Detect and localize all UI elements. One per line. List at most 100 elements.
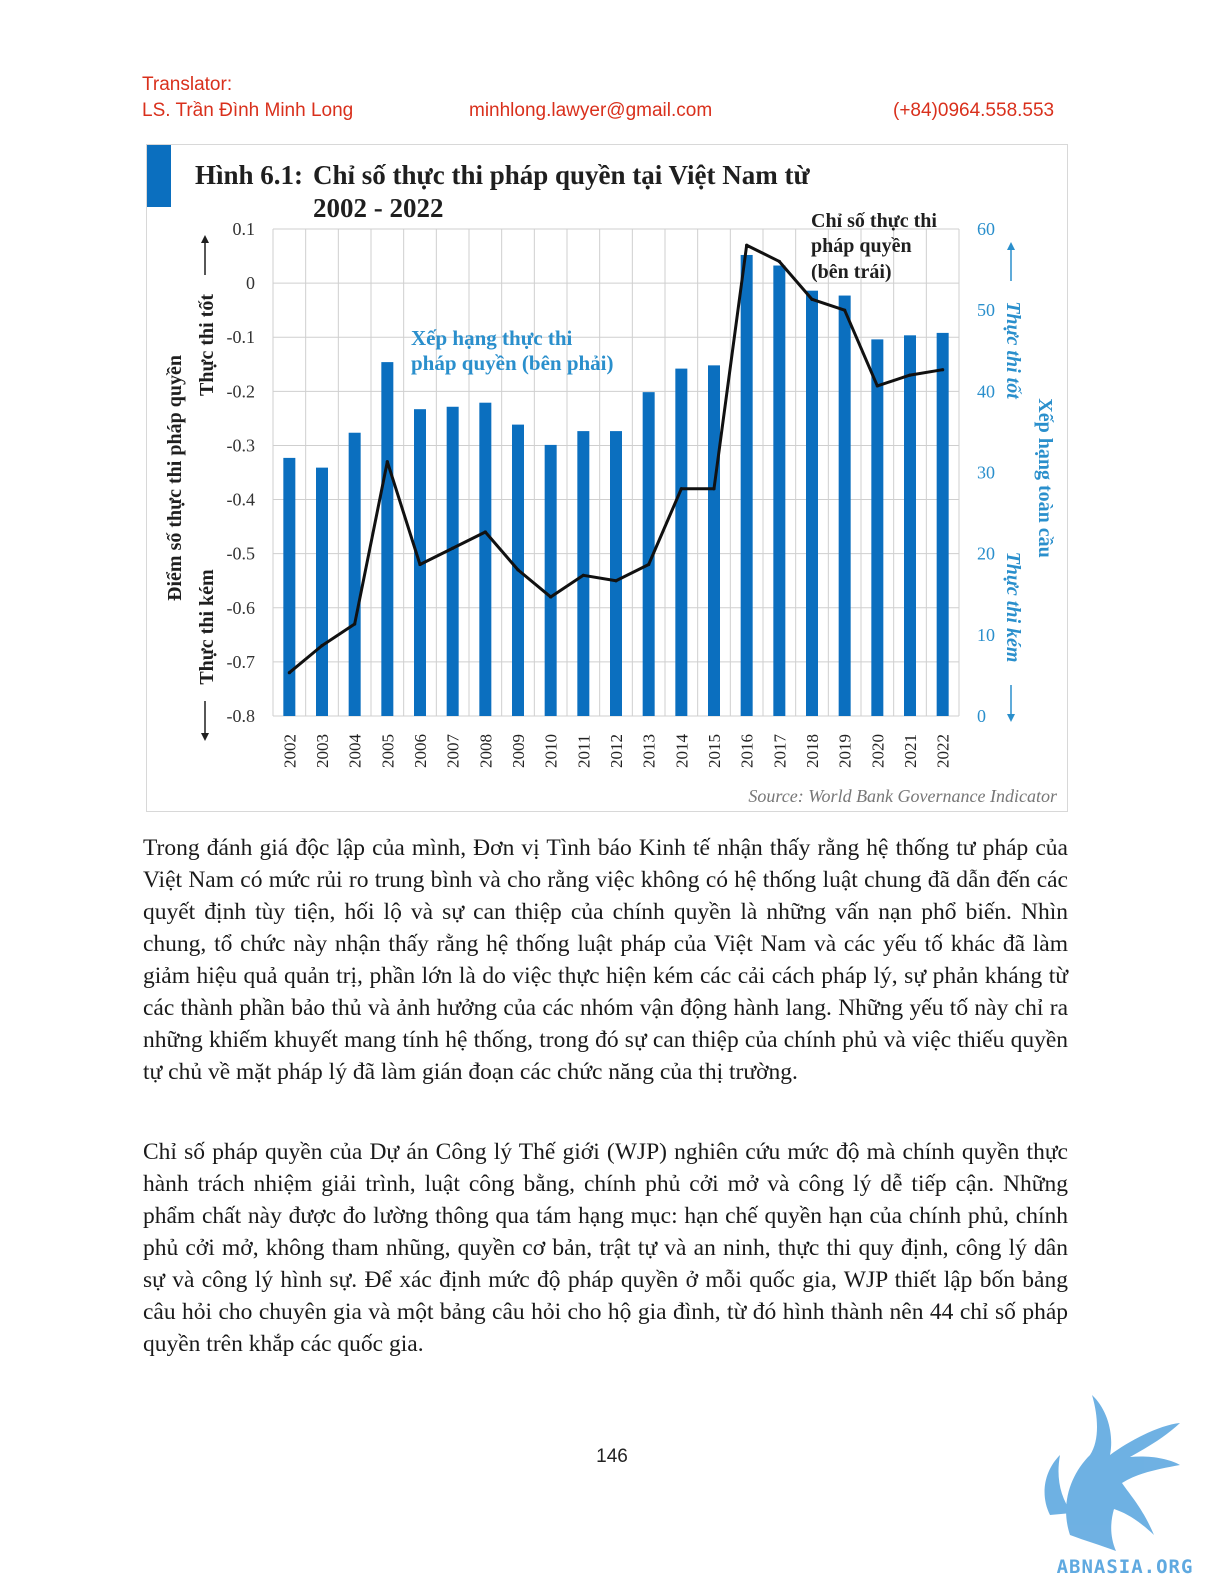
watermark-text: ABNASIA.ORG bbox=[1057, 1556, 1194, 1578]
line-point-2020 bbox=[875, 384, 879, 388]
x-tick-label: 2019 bbox=[836, 734, 855, 768]
watermark: ABNASIA.ORG bbox=[1030, 1385, 1220, 1580]
line-point-2013 bbox=[647, 562, 651, 567]
left-axis-good-label: Thực thi tốt bbox=[196, 294, 218, 396]
chart-title-line2: 2002 - 2022 bbox=[313, 193, 444, 223]
bar-2017 bbox=[773, 265, 786, 716]
chart-source: Source: World Bank Governance Indicator bbox=[748, 786, 1058, 806]
bar-2003 bbox=[316, 467, 328, 716]
left-axis-poor-label: Thực thi kém bbox=[196, 569, 218, 685]
bar-series-label-line2: pháp quyền (bên phải) bbox=[411, 351, 614, 375]
line-point-2005 bbox=[385, 460, 389, 464]
x-tick-label: 2014 bbox=[672, 734, 691, 769]
x-tick-label: 2003 bbox=[313, 734, 332, 768]
x-tick-label: 2011 bbox=[574, 735, 593, 768]
left-tick-label: -0.5 bbox=[227, 544, 256, 564]
x-tick-label: 2015 bbox=[705, 734, 724, 768]
bar-2019 bbox=[838, 295, 851, 716]
bar-2020 bbox=[871, 339, 884, 716]
x-tick-label: 2020 bbox=[868, 734, 887, 768]
paragraph-1: Trong đánh giá độc lập của mình, Đơn vị … bbox=[143, 835, 1068, 1085]
line-point-2021 bbox=[908, 373, 912, 377]
translator-email[interactable]: minhlong.lawyer@gmail.com bbox=[469, 100, 713, 121]
chart-title-prefix: Hình 6.1: bbox=[195, 160, 303, 190]
line-layer bbox=[287, 243, 945, 675]
line-point-2006 bbox=[418, 562, 422, 567]
bar-2010 bbox=[544, 444, 557, 716]
x-tick-label: 2008 bbox=[476, 734, 495, 768]
line-point-2015 bbox=[712, 487, 716, 491]
left-tick-label: -0.8 bbox=[227, 706, 256, 726]
left-tick-label: 0 bbox=[246, 273, 255, 293]
line-point-2007 bbox=[451, 546, 455, 550]
right-axis-poor-label: Thực thi kém bbox=[1002, 552, 1024, 663]
x-tick-label: 2013 bbox=[640, 734, 659, 768]
left-tick-label: 0.1 bbox=[233, 219, 256, 239]
x-tick-label: 2002 bbox=[280, 734, 299, 768]
x-tick-label: 2006 bbox=[411, 734, 430, 768]
axis-layer: 0.1 0 -0.1 -0.2 -0.3 -0.4 -0.5 -0.6 -0.7 -0.8 60 50… bbox=[227, 219, 996, 768]
right-tick-label: 30 bbox=[977, 463, 995, 483]
right-tick-label: 60 bbox=[977, 219, 995, 239]
bar-2014 bbox=[675, 368, 688, 716]
bar-2005 bbox=[381, 362, 394, 716]
line-point-2018 bbox=[810, 297, 814, 301]
x-tick-label: 2022 bbox=[934, 734, 953, 768]
line-point-2011 bbox=[581, 573, 585, 577]
paragraph-2: Chỉ số pháp quyền của Dự án Công lý Thế … bbox=[143, 1139, 1068, 1357]
right-up-arrow-icon bbox=[1007, 242, 1015, 250]
chart-title-line1: Chỉ số thực thi pháp quyền tại Việt Nam … bbox=[313, 160, 811, 190]
bar-2022 bbox=[936, 332, 949, 716]
bar-2021 bbox=[904, 335, 916, 716]
x-tick-label: 2016 bbox=[738, 734, 757, 768]
line-point-2008 bbox=[483, 530, 487, 534]
right-tick-label: 0 bbox=[977, 706, 986, 726]
left-tick-label: -0.6 bbox=[227, 598, 256, 618]
line-point-2019 bbox=[843, 308, 847, 312]
x-tick-label: 2012 bbox=[607, 734, 626, 768]
line-point-2017 bbox=[777, 259, 781, 264]
bar-2012 bbox=[610, 431, 622, 716]
translator-phone: (+84)0964.558.553 bbox=[893, 100, 1055, 121]
title-accent-bar bbox=[147, 145, 171, 207]
right-tick-label: 40 bbox=[977, 381, 995, 401]
right-axis-title: Xếp hạng toàn cầu bbox=[1034, 398, 1056, 557]
bar-2016 bbox=[740, 254, 753, 716]
line-point-2010 bbox=[549, 595, 553, 599]
x-tick-label: 2010 bbox=[542, 734, 561, 768]
line-series-label-line2: pháp quyền bbox=[811, 235, 912, 257]
line-point-2012 bbox=[614, 579, 618, 583]
line-point-2016 bbox=[745, 243, 749, 247]
right-tick-label: 50 bbox=[977, 300, 995, 320]
bar-2008 bbox=[479, 402, 492, 716]
griffin-logo-icon: ABNASIA.ORG bbox=[1044, 1395, 1194, 1578]
line-point-2022 bbox=[941, 368, 945, 372]
bar-2011 bbox=[577, 431, 590, 716]
line-series-label-line3: (bên trái) bbox=[811, 261, 892, 283]
line-point-2009 bbox=[516, 568, 520, 572]
left-axis-title: Điểm số thực thi pháp quyền bbox=[164, 355, 186, 601]
right-tick-label: 20 bbox=[977, 544, 995, 564]
translator-label: Translator: bbox=[142, 74, 233, 95]
x-tick-label: 2007 bbox=[444, 734, 463, 769]
line-point-2004 bbox=[353, 622, 357, 626]
left-tick-label: -0.4 bbox=[227, 490, 256, 510]
bar-2004 bbox=[348, 432, 361, 716]
line-series-label-line1: Chỉ số thực thi bbox=[811, 210, 937, 232]
line-point-2014 bbox=[679, 487, 683, 491]
bar-2015 bbox=[708, 365, 720, 716]
page-number: 146 bbox=[596, 1446, 628, 1467]
right-axis-good-label: Thực thi tốt bbox=[1002, 301, 1024, 400]
left-tick-label: -0.7 bbox=[227, 652, 256, 672]
bar-2013 bbox=[642, 392, 655, 716]
left-tick-label: -0.1 bbox=[227, 327, 256, 347]
x-tick-label: 2018 bbox=[803, 734, 822, 768]
left-up-arrow-icon bbox=[201, 235, 209, 243]
figure-6-1: Hình 6.1: Chỉ số thực thi pháp quyền tại… bbox=[146, 144, 1068, 812]
chart-svg: Hình 6.1: Chỉ số thực thi pháp quyền tại… bbox=[147, 145, 1058, 806]
bar-2018 bbox=[806, 290, 818, 716]
line-point-2002 bbox=[287, 671, 291, 675]
bar-series-label-line1: Xếp hạng thực thi bbox=[411, 326, 573, 350]
x-tick-label: 2009 bbox=[509, 734, 528, 768]
left-tick-label: -0.2 bbox=[227, 381, 256, 401]
